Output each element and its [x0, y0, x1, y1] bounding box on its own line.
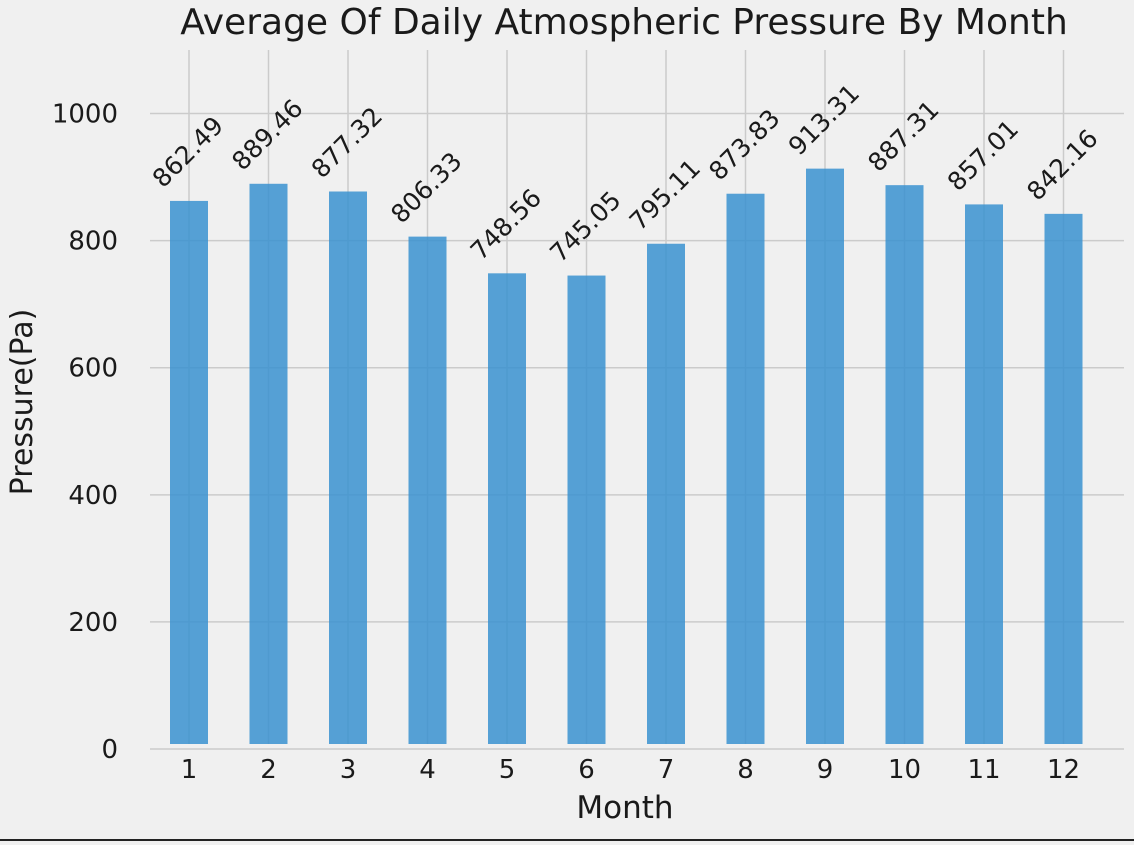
y-tick-label: 600 [68, 354, 118, 384]
data-label: 873.83 [703, 104, 785, 186]
bar [806, 168, 844, 745]
y-tick-label: 400 [68, 481, 118, 511]
bar [249, 183, 288, 745]
x-tick-label: 8 [737, 755, 754, 785]
x-tick-label: 3 [340, 755, 357, 785]
data-label: 842.16 [1021, 124, 1103, 206]
data-label: 748.56 [465, 183, 547, 265]
y-tick-label: 0 [101, 735, 118, 765]
x-ticks-layer: 1 2 3 4 5 6 7 8 9 10 11 12 [181, 755, 1080, 785]
y-axis-label: Pressure(Pa) [5, 309, 40, 496]
data-label: 913.31 [783, 79, 865, 161]
data-label: 862.49 [147, 111, 229, 193]
bar [965, 204, 1003, 744]
bar [885, 185, 924, 744]
data-label: 745.05 [544, 185, 626, 267]
bars-layer [170, 168, 1083, 745]
bar [408, 236, 447, 744]
y-tick-label: 200 [68, 608, 118, 638]
data-label: 889.46 [226, 94, 308, 176]
x-tick-label: 5 [499, 755, 516, 785]
bar [567, 275, 606, 744]
bottom-border [0, 839, 1134, 841]
data-label: 887.31 [862, 95, 944, 177]
x-tick-label: 2 [260, 755, 277, 785]
y-tick-label: 800 [68, 227, 118, 257]
x-tick-label: 4 [419, 755, 436, 785]
x-tick-label: 6 [578, 755, 595, 785]
data-label: 795.11 [624, 154, 706, 236]
chart-title: Average Of Daily Atmospheric Pressure By… [180, 2, 1068, 43]
y-tick-label: 1000 [52, 100, 118, 130]
x-tick-label: 1 [181, 755, 198, 785]
data-labels-layer: 862.49889.46877.32806.33748.56745.05795.… [147, 79, 1104, 268]
data-label: 806.33 [385, 146, 467, 228]
x-tick-label: 9 [817, 755, 834, 785]
bar [170, 200, 208, 744]
x-tick-label: 12 [1047, 755, 1080, 785]
bar [1044, 213, 1083, 745]
bar [647, 243, 685, 744]
x-axis-label: Month [576, 790, 673, 826]
bar [488, 273, 526, 744]
y-ticks-layer: 0 200 400 600 800 1000 [52, 100, 118, 765]
x-tick-label: 7 [658, 755, 675, 785]
bar [329, 191, 367, 744]
x-tick-label: 10 [888, 755, 921, 785]
data-label: 857.01 [942, 114, 1024, 196]
bar [726, 193, 765, 744]
x-tick-label: 11 [967, 755, 1000, 785]
